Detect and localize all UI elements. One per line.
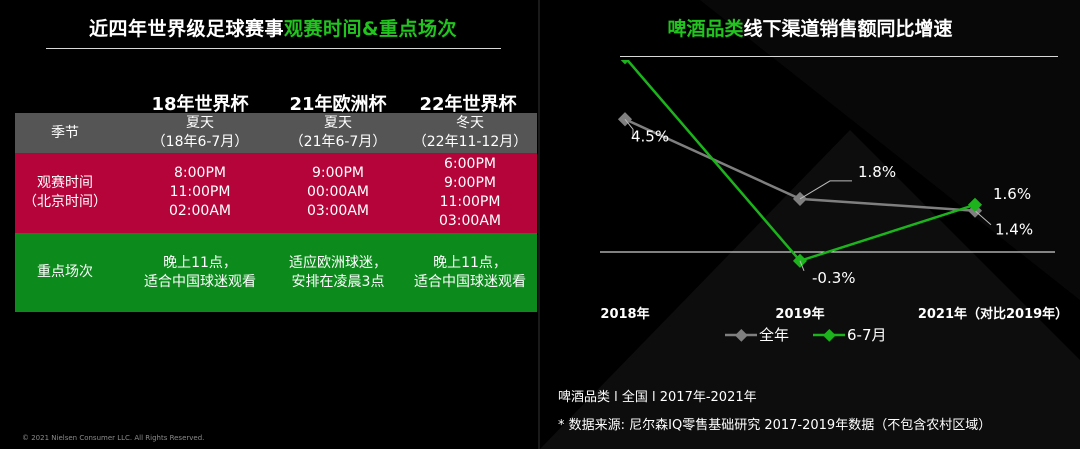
data-source-note: * 数据来源: 尼尔森IQ零售基础研究 2017-2019年数据（不包含农村区域… [558, 418, 992, 433]
right-panel-title: 啤酒品类线下渠道销售额同比增速 [667, 18, 953, 40]
watch-time-cell-wc22: 6:00PM 9:00PM 11:00PM 03:00AM [438, 156, 501, 229]
x-tick-label: 2021年（对比2019年） [918, 306, 1068, 322]
left-panel-title: 近四年世界级足球赛事观赛时间&重点场次 [88, 18, 458, 40]
key-match-row [15, 233, 537, 312]
data-label: 4.5% [631, 127, 669, 145]
key-match-cell-euro21: 适应欧洲球迷， 安排在凌晨3点 [289, 255, 387, 290]
key-match-row-label: 重点场次 [37, 264, 93, 280]
column-header-euro21: 21年欧洲杯 [289, 94, 387, 115]
column-header-wc18: 18年世界杯 [151, 94, 249, 115]
label-leader-line [974, 210, 992, 226]
key-match-cell-wc22: 晚上11点， 适合中国球迷观看 [414, 255, 526, 290]
watch-time-cell-euro21: 9:00PM 00:00AM 03:00AM [306, 165, 369, 219]
right-title-rule [620, 56, 1058, 57]
panel-divider [538, 0, 540, 449]
season-cell-euro21: 夏天 （21年6-7月） [289, 115, 387, 150]
key-match-cell-wc18: 晚上11点， 适合中国球迷观看 [144, 255, 256, 290]
season-cell-wc18: 夏天 （18年6-7月） [151, 115, 249, 150]
legend-marker [822, 328, 836, 342]
x-tick-label: 2018年 [600, 306, 649, 322]
season-row-label: 季节 [51, 125, 79, 141]
legend-marker [734, 328, 748, 342]
left-title-rule [46, 48, 501, 49]
data-point-marker [967, 197, 983, 212]
legend-label: 全年 [759, 326, 789, 344]
data-label: 1.4% [995, 221, 1033, 239]
label-leader-line [799, 180, 852, 200]
x-tick-label: 2019年 [775, 306, 824, 322]
growth-line-chart: 2018年2019年2021年（对比2019年）4.5%1.8%1.4%6.6%… [600, 60, 1068, 344]
legend-label: 6-7月 [847, 326, 887, 344]
season-row [15, 113, 537, 153]
data-point-marker [617, 60, 633, 65]
data-label: -0.3% [812, 269, 856, 287]
watch-time-row [15, 153, 537, 233]
label-leader-line [624, 118, 634, 139]
series-line-jun-jul [625, 60, 976, 263]
label-leader-line [799, 260, 805, 272]
data-label: 1.6% [993, 185, 1031, 203]
watch-time-row-label: 观赛时间 （北京时间） [23, 175, 107, 210]
season-cell-wc22: 冬天 （22年11-12月） [412, 115, 528, 150]
copyright-text: © 2021 Nielsen Consumer LLC. All Rights … [22, 434, 205, 442]
column-header-wc22: 22年世界杯 [419, 94, 517, 115]
watch-time-cell-wc18: 8:00PM 11:00PM 02:00AM [168, 165, 231, 219]
chart-scope-note: 啤酒品类 l 全国 l 2017年-2021年 [558, 390, 757, 405]
data-label: 1.8% [858, 163, 896, 181]
